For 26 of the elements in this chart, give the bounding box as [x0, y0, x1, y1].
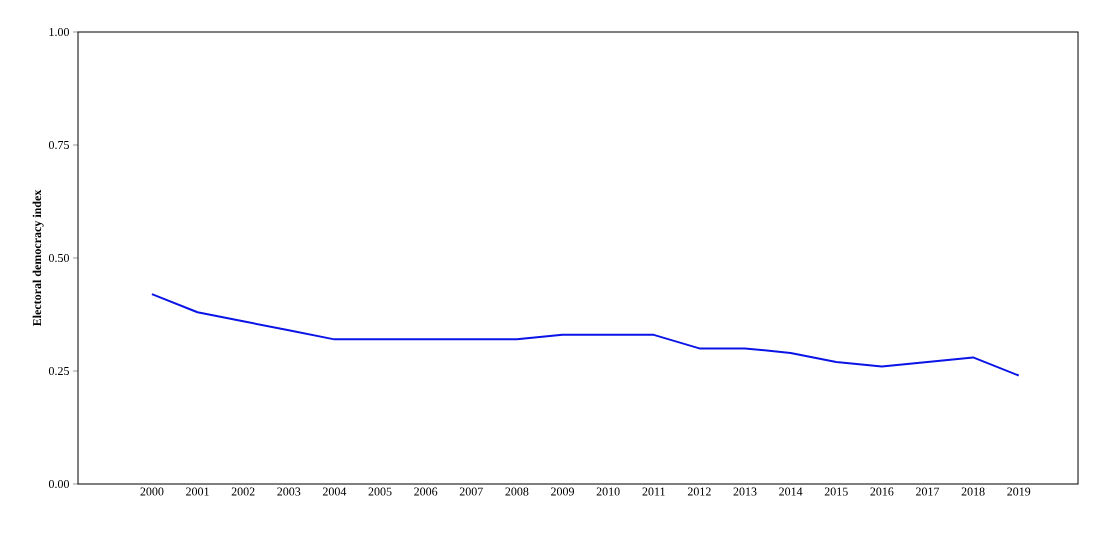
x-tick-label: 2000	[140, 487, 164, 496]
y-tick-label: 1.00	[49, 27, 70, 37]
x-tick-label: 2010	[596, 487, 620, 496]
x-tick-label: 2018	[961, 487, 985, 496]
x-tick-label: 2016	[870, 487, 894, 496]
y-tick-label: 0.25	[48, 366, 70, 376]
x-tick-label: 2008	[505, 487, 529, 496]
y-tick-label: 0.00	[48, 479, 70, 489]
x-tick-label: 2003	[277, 487, 301, 496]
x-tick-label: 2009	[551, 487, 575, 496]
x-tick-label: 2015	[824, 487, 848, 496]
x-tick-label: 2001	[186, 487, 209, 496]
x-tick-label: 2017	[916, 487, 940, 496]
x-tick-label: 2004	[322, 487, 347, 496]
x-tick-label: 2002	[231, 487, 255, 496]
x-tick-label: 2006	[414, 487, 438, 496]
x-tick-label: 2011	[642, 487, 665, 496]
x-tick-label: 2014	[779, 487, 803, 496]
x-tick-label: 2012	[687, 487, 711, 496]
x-tick-label: 2013	[733, 487, 757, 496]
x-tick-label: 2019	[1007, 487, 1031, 496]
x-tick-label: 2005	[368, 487, 392, 496]
y-axis-title: Electoral democracy index	[32, 189, 44, 327]
x-tick-label: 2007	[459, 487, 483, 496]
y-tick-label: 0.50	[48, 253, 70, 263]
y-tick-label: 0.75	[48, 140, 70, 150]
